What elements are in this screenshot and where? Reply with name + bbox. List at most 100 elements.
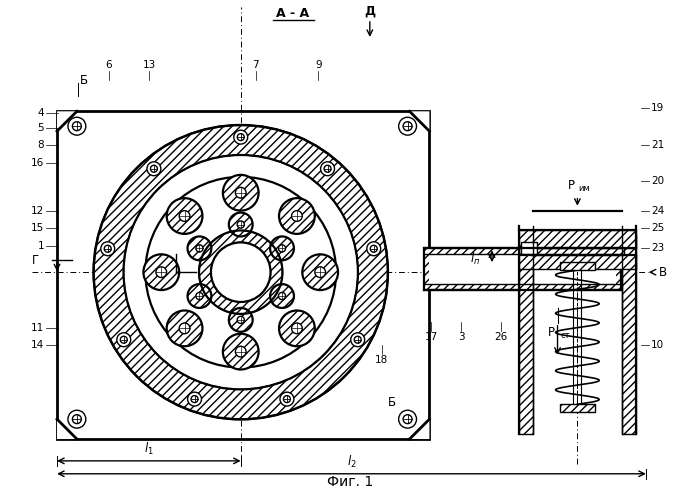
Text: 26: 26 xyxy=(494,332,507,342)
Circle shape xyxy=(315,267,326,278)
Circle shape xyxy=(121,336,128,343)
Circle shape xyxy=(223,175,258,210)
Circle shape xyxy=(191,396,198,402)
Circle shape xyxy=(223,334,258,370)
Circle shape xyxy=(279,245,286,252)
Text: Р: Р xyxy=(568,180,575,192)
Bar xyxy=(531,230,624,256)
Text: 17: 17 xyxy=(425,332,438,342)
Circle shape xyxy=(237,221,245,228)
Text: Б: Б xyxy=(80,74,88,87)
Circle shape xyxy=(229,308,253,332)
Circle shape xyxy=(292,323,302,334)
Circle shape xyxy=(403,122,412,130)
Bar xyxy=(622,256,636,434)
Circle shape xyxy=(146,177,336,368)
Circle shape xyxy=(234,130,247,144)
Circle shape xyxy=(147,162,161,175)
Text: $\it{l}_1$: $\it{l}_1$ xyxy=(145,441,155,457)
Bar xyxy=(520,242,536,254)
Circle shape xyxy=(321,162,335,175)
Circle shape xyxy=(367,242,380,256)
Circle shape xyxy=(236,188,246,198)
Bar xyxy=(424,248,621,290)
Circle shape xyxy=(150,166,157,172)
Bar xyxy=(519,230,636,248)
Text: 11: 11 xyxy=(31,323,44,333)
Wedge shape xyxy=(199,230,283,314)
Bar xyxy=(519,236,636,269)
Bar xyxy=(57,112,430,439)
Text: 9: 9 xyxy=(315,60,322,70)
Circle shape xyxy=(279,292,286,300)
Circle shape xyxy=(68,118,86,135)
Circle shape xyxy=(236,346,246,357)
Circle shape xyxy=(403,414,412,424)
Text: 4: 4 xyxy=(37,108,44,118)
Text: 18: 18 xyxy=(375,354,388,364)
Circle shape xyxy=(72,122,81,130)
Text: Б: Б xyxy=(387,396,396,409)
Circle shape xyxy=(270,236,294,260)
Text: 13: 13 xyxy=(143,60,156,70)
Circle shape xyxy=(94,125,387,419)
Circle shape xyxy=(143,254,179,290)
Circle shape xyxy=(280,392,294,406)
Circle shape xyxy=(196,292,203,300)
Circle shape xyxy=(179,323,190,334)
Text: Р: Р xyxy=(547,326,554,340)
Text: 6: 6 xyxy=(105,60,112,70)
Text: 21: 21 xyxy=(651,140,664,150)
Circle shape xyxy=(351,333,365,346)
Text: 15: 15 xyxy=(31,224,44,234)
Text: 25: 25 xyxy=(651,224,664,234)
Text: 7: 7 xyxy=(252,60,259,70)
Circle shape xyxy=(188,284,211,308)
Circle shape xyxy=(72,414,81,424)
Circle shape xyxy=(398,118,416,135)
Circle shape xyxy=(196,245,203,252)
Circle shape xyxy=(237,134,244,140)
Circle shape xyxy=(237,316,245,324)
Text: 1: 1 xyxy=(37,242,44,252)
Circle shape xyxy=(100,242,114,256)
Polygon shape xyxy=(410,112,430,131)
Text: ст: ст xyxy=(561,331,570,340)
Text: 5: 5 xyxy=(37,123,44,133)
Text: им: им xyxy=(579,184,590,194)
Circle shape xyxy=(398,410,416,428)
Text: 23: 23 xyxy=(651,244,664,254)
Text: Д: Д xyxy=(365,5,376,18)
Text: В: В xyxy=(659,266,667,278)
Circle shape xyxy=(117,333,131,346)
Circle shape xyxy=(283,396,290,402)
Circle shape xyxy=(354,336,361,343)
Circle shape xyxy=(302,254,338,290)
Circle shape xyxy=(167,310,202,346)
Text: $\it{l}_2$: $\it{l}_2$ xyxy=(347,454,357,470)
Text: 24: 24 xyxy=(651,206,664,216)
Circle shape xyxy=(229,212,253,236)
Text: 10: 10 xyxy=(651,340,664,349)
Text: А - А: А - А xyxy=(276,7,309,20)
Text: $\it{l}_п$: $\it{l}_п$ xyxy=(470,251,480,268)
Circle shape xyxy=(188,236,211,260)
Polygon shape xyxy=(410,419,430,439)
Circle shape xyxy=(68,410,86,428)
Circle shape xyxy=(179,210,190,222)
Circle shape xyxy=(370,246,377,252)
Circle shape xyxy=(211,242,270,302)
Circle shape xyxy=(156,267,166,278)
Circle shape xyxy=(270,284,294,308)
Bar xyxy=(430,254,616,284)
Circle shape xyxy=(324,166,331,172)
Text: 20: 20 xyxy=(651,176,664,186)
Wedge shape xyxy=(94,125,387,419)
Text: 12: 12 xyxy=(31,206,44,216)
Bar xyxy=(559,404,595,412)
Text: 19: 19 xyxy=(651,104,664,114)
Text: Г: Г xyxy=(32,254,39,267)
Text: Фиг. 1: Фиг. 1 xyxy=(327,474,373,488)
Text: 16: 16 xyxy=(31,158,44,168)
Polygon shape xyxy=(57,419,77,439)
